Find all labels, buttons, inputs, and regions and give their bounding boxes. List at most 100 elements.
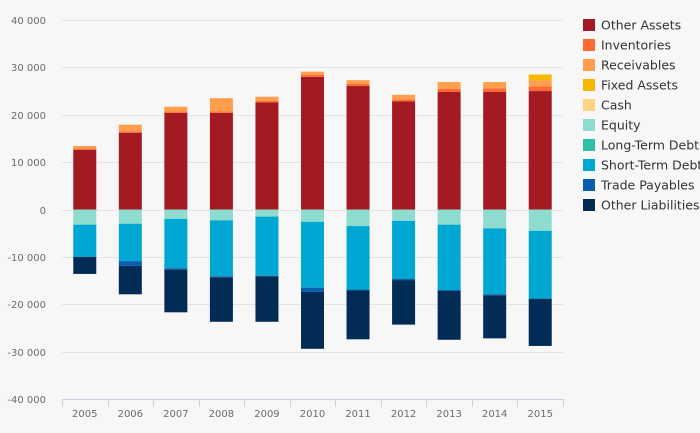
y-tick-label: 10 000 xyxy=(11,158,46,169)
bar-inventories-2008 xyxy=(209,111,233,113)
bar-other-assets-2010 xyxy=(301,76,324,210)
bar-trade-payables-2012 xyxy=(392,278,416,281)
bar-equity-2013 xyxy=(437,209,461,225)
bar-equity-2008 xyxy=(209,209,233,221)
bar-equity-2007 xyxy=(164,209,188,219)
bar-other-assets-2013 xyxy=(437,92,461,210)
bar-inventories-2014 xyxy=(483,88,507,93)
x-tick-label: 2005 xyxy=(72,409,97,420)
bar-trade-payables-2009 xyxy=(255,275,279,277)
x-tick-label: 2007 xyxy=(163,409,188,420)
bar-other-assets-2009 xyxy=(255,102,279,210)
bar-receivables-2013 xyxy=(437,82,461,89)
bar-trade-payables-2006 xyxy=(118,261,142,266)
bar-other-assets-2011 xyxy=(346,85,370,210)
bar-inventories-2010 xyxy=(301,74,324,77)
bar-other-assets-2007 xyxy=(164,112,188,210)
legend-swatch-receivables xyxy=(583,59,595,71)
bar-other-assets-2015 xyxy=(528,91,552,210)
bar-short-term-debt-2008 xyxy=(209,220,233,277)
y-tick-label: 0 xyxy=(40,206,46,217)
legend-swatch-trade-payables xyxy=(583,179,595,191)
y-tick-label: 20 000 xyxy=(11,111,46,122)
bar-other-assets-2014 xyxy=(483,92,507,210)
y-axis: 40 000 30 000 20 000 10 000 0 -10 000 -20 000 -… xyxy=(7,16,46,406)
bar-equity-2010 xyxy=(301,209,324,222)
bar-trade-payables-2010 xyxy=(301,287,324,292)
bar-receivables-2011 xyxy=(346,80,370,84)
legend-swatch-inventories xyxy=(583,39,595,51)
legend: Other Assets Inventories Receivables Fixed … xyxy=(583,18,700,213)
legend-label-trade-payables: Trade Payables xyxy=(600,178,695,193)
bar-series xyxy=(73,71,552,349)
bar-equity-2009 xyxy=(255,209,279,217)
y-tick-label: 30 000 xyxy=(11,63,46,74)
y-tick-label: -30 000 xyxy=(7,348,46,359)
bar-inventories-2005 xyxy=(73,148,97,150)
bar-other-liabilities-2008 xyxy=(209,277,233,322)
legend-label-fixed-assets: Fixed Assets xyxy=(601,78,678,93)
bar-receivables-2008 xyxy=(209,98,233,112)
bar-other-liabilities-2011 xyxy=(346,290,370,340)
legend-swatch-short-term-debt xyxy=(583,159,595,171)
bar-other-liabilities-2015 xyxy=(528,299,552,346)
x-axis: 2005 2006 2007 2008 2009 2010 2011 2012 2013 2014… xyxy=(62,399,564,420)
x-tick-label: 2015 xyxy=(528,409,553,420)
bar-equity-2005 xyxy=(73,209,97,225)
bar-short-term-debt-2009 xyxy=(255,216,279,276)
y-tick-label: 40 000 xyxy=(11,16,46,27)
bar-other-liabilities-2007 xyxy=(164,269,188,313)
bar-other-assets-2006 xyxy=(118,132,142,210)
legend-swatch-fixed-assets xyxy=(583,79,595,91)
bar-other-liabilities-2012 xyxy=(392,280,416,325)
legend-label-long-term-debt: Long-Term Debt xyxy=(601,138,699,153)
bar-other-liabilities-2013 xyxy=(437,290,461,340)
x-tick-label: 2012 xyxy=(391,409,416,420)
bar-equity-2014 xyxy=(483,209,507,229)
bar-inventories-2012 xyxy=(392,99,416,102)
bar-other-assets-2008 xyxy=(209,112,233,210)
legend-swatch-cash xyxy=(583,99,595,111)
bar-equity-2006 xyxy=(118,209,142,224)
legend-label-receivables: Receivables xyxy=(601,58,676,73)
legend-swatch-equity xyxy=(583,119,595,131)
bar-receivables-2006 xyxy=(118,124,142,132)
bar-short-term-debt-2015 xyxy=(528,230,552,299)
bar-trade-payables-2015 xyxy=(528,298,552,300)
x-tick-label: 2013 xyxy=(436,409,461,420)
legend-label-other-assets: Other Assets xyxy=(601,18,681,33)
bar-receivables-2010 xyxy=(301,71,324,75)
bar-short-term-debt-2007 xyxy=(164,218,188,269)
bar-short-term-debt-2006 xyxy=(118,223,142,262)
bar-equity-2015 xyxy=(528,209,552,231)
bar-inventories-2007 xyxy=(164,111,188,113)
bar-trade-payables-2013 xyxy=(437,290,461,291)
bar-other-assets-2012 xyxy=(392,101,416,210)
legend-swatch-other-assets xyxy=(583,19,595,31)
x-tick-label: 2009 xyxy=(254,409,279,420)
legend-swatch-long-term-debt xyxy=(583,139,595,151)
bar-receivables-2007 xyxy=(164,106,188,112)
bar-inventories-2013 xyxy=(437,88,461,93)
bar-inventories-2015 xyxy=(528,86,552,92)
bar-equity-2011 xyxy=(346,209,370,227)
bar-other-liabilities-2005 xyxy=(73,256,97,274)
legend-label-cash: Cash xyxy=(601,98,632,113)
bar-receivables-2012 xyxy=(392,94,416,100)
legend-label-equity: Equity xyxy=(601,118,641,133)
legend-label-inventories: Inventories xyxy=(601,38,671,53)
bar-trade-payables-2011 xyxy=(346,289,370,291)
bar-short-term-debt-2005 xyxy=(73,224,97,257)
bar-short-term-debt-2011 xyxy=(346,226,370,290)
bar-trade-payables-2008 xyxy=(209,276,233,278)
bar-fixed-assets-2015 xyxy=(528,74,552,81)
bar-receivables-2009 xyxy=(255,96,279,102)
legend-label-other-liabilities: Other Liabilities xyxy=(601,198,700,213)
x-tick-label: 2011 xyxy=(345,409,370,420)
bar-inventories-2006 xyxy=(118,131,142,133)
bar-short-term-debt-2013 xyxy=(437,224,461,291)
bar-other-liabilities-2006 xyxy=(118,265,142,295)
x-tick-label: 2010 xyxy=(300,409,325,420)
bar-other-liabilities-2014 xyxy=(483,295,507,339)
